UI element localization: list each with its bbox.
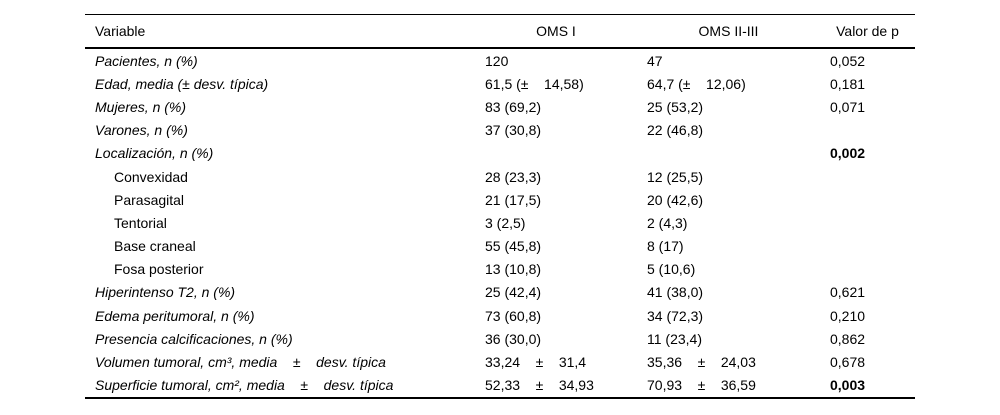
variable-cell: Edad, media (± desv. típica) xyxy=(95,75,269,92)
oms-i-value-cell: 61,5 (± 14,58) xyxy=(485,75,584,92)
oms-i-value-cell: 120 xyxy=(485,52,509,69)
table-row: Edad, media (± desv. típica) 61,5 (± 14,5… xyxy=(85,72,915,95)
header-row: Variable OMS I OMS II-III Valor de p xyxy=(85,15,915,49)
oms-i-value-cell: 13 (10,8) xyxy=(485,261,542,278)
oms-ii-iii-value-cell xyxy=(637,142,820,165)
p-value-cell xyxy=(820,211,915,234)
p-value-cell xyxy=(820,165,915,188)
table-row: Fosa posterior 13 (10,8) 5 (10,6) xyxy=(85,258,915,281)
p-value-cell: 0,621 xyxy=(830,284,866,301)
variable-cell: Volumen tumoral, cm³, media ± desv. típi… xyxy=(95,354,386,371)
table-row: Base craneal 55 (45,8) 8 (17) xyxy=(85,235,915,258)
table-row: Pacientes, n (%) 120 47 0,052 xyxy=(85,48,915,72)
oms-ii-iii-value-cell: 70,93 ± 36,59 xyxy=(647,377,756,394)
p-value-cell xyxy=(820,235,915,258)
oms-ii-iii-value-cell: 12 (25,5) xyxy=(647,168,704,185)
table-row: Volumen tumoral, cm³, media ± desv. típi… xyxy=(85,350,915,373)
oms-ii-iii-value-cell: 35,36 ± 24,03 xyxy=(647,354,756,371)
oms-ii-iii-value-cell: 22 (46,8) xyxy=(647,122,704,139)
p-value-cell: 0,003 xyxy=(830,377,866,394)
variable-cell: Superficie tumoral, cm², media ± desv. t… xyxy=(95,377,394,394)
table-row: Localización, n (%) 0,002 xyxy=(85,142,915,165)
table-row: Varones, n (%) 37 (30,8) 22 (46,8) xyxy=(85,119,915,142)
variable-cell: Hiperintenso T2, n (%) xyxy=(95,284,236,301)
oms-i-value-cell: 21 (17,5) xyxy=(485,191,542,208)
column-header-oms-i: OMS I xyxy=(536,23,576,39)
oms-i-value-cell: 55 (45,8) xyxy=(485,238,542,255)
table-row: Convexidad 28 (23,3) 12 (25,5) xyxy=(85,165,915,188)
p-value-cell xyxy=(820,188,915,211)
oms-ii-iii-value-cell: 34 (72,3) xyxy=(647,307,704,324)
oms-ii-iii-value-cell: 64,7 (± 12,06) xyxy=(647,75,746,92)
p-value-cell: 0,678 xyxy=(830,354,866,371)
variable-cell: Mujeres, n (%) xyxy=(95,98,187,115)
table-row: Superficie tumoral, cm², media ± desv. t… xyxy=(85,374,915,398)
column-header-variable: Variable xyxy=(95,23,146,39)
oms-i-value-cell: 25 (42,4) xyxy=(485,284,542,301)
variable-cell: Base craneal xyxy=(114,238,196,255)
variable-cell: Varones, n (%) xyxy=(95,122,188,139)
oms-ii-iii-value-cell: 11 (23,4) xyxy=(647,330,702,347)
oms-i-value-cell: 28 (23,3) xyxy=(485,168,542,185)
table-row: Hiperintenso T2, n (%) 25 (42,4) 41 (38,0)… xyxy=(85,281,915,304)
table-row: Presencia calcificaciones, n (%) 36 (30,0… xyxy=(85,327,915,350)
oms-i-value-cell: 83 (69,2) xyxy=(485,98,542,115)
table-row: Edema peritumoral, n (%) 73 (60,8) 34 (72,… xyxy=(85,304,915,327)
oms-i-value-cell: 33,24 ± 31,4 xyxy=(485,354,587,371)
oms-ii-iii-value-cell: 2 (4,3) xyxy=(647,214,688,231)
variable-cell: Pacientes, n (%) xyxy=(95,52,198,69)
p-value-cell: 0,210 xyxy=(830,307,866,324)
table-row: Tentorial 3 (2,5) 2 (4,3) xyxy=(85,211,915,234)
p-value-cell: 0,052 xyxy=(830,52,866,69)
column-header-oms-ii-iii: OMS II-III xyxy=(698,23,759,39)
variable-cell: Edema peritumoral, n (%) xyxy=(95,307,255,324)
table-body: Pacientes, n (%) 120 47 0,052 Edad, media (±… xyxy=(85,48,915,398)
p-value-cell: 0,181 xyxy=(830,75,866,92)
oms-i-value-cell: 73 (60,8) xyxy=(485,307,542,324)
p-value-cell: 0,862 xyxy=(830,330,866,347)
oms-ii-iii-value-cell: 20 (42,6) xyxy=(647,191,704,208)
p-value-cell xyxy=(820,119,915,142)
oms-i-value-cell: 3 (2,5) xyxy=(485,214,526,231)
oms-ii-iii-value-cell: 25 (53,2) xyxy=(647,98,704,115)
variable-cell: Convexidad xyxy=(114,168,188,185)
variable-cell: Localización, n (%) xyxy=(95,145,214,162)
p-value-cell xyxy=(820,258,915,281)
oms-ii-iii-value-cell: 5 (10,6) xyxy=(647,261,696,278)
variable-cell: Fosa posterior xyxy=(114,261,204,278)
oms-ii-iii-value-cell: 41 (38,0) xyxy=(647,284,704,301)
p-value-cell: 0,071 xyxy=(830,98,866,115)
column-header-p-value: Valor de p xyxy=(836,23,899,39)
oms-ii-iii-value-cell: 47 xyxy=(647,52,663,69)
comparison-table: Variable OMS I OMS II-III Valor de p Pac… xyxy=(85,14,915,399)
p-value-cell: 0,002 xyxy=(830,145,866,162)
table-header: Variable OMS I OMS II-III Valor de p xyxy=(85,15,915,49)
table-row: Mujeres, n (%) 83 (69,2) 25 (53,2) 0,071 xyxy=(85,95,915,118)
variable-cell: Presencia calcificaciones, n (%) xyxy=(95,330,293,347)
oms-i-value-cell xyxy=(475,142,637,165)
oms-i-value-cell: 52,33 ± 34,93 xyxy=(485,377,594,394)
oms-ii-iii-value-cell: 8 (17) xyxy=(647,238,684,255)
variable-cell: Parasagital xyxy=(114,191,185,208)
variable-cell: Tentorial xyxy=(114,214,167,231)
oms-i-value-cell: 37 (30,8) xyxy=(485,122,542,139)
table-row: Parasagital 21 (17,5) 20 (42,6) xyxy=(85,188,915,211)
oms-i-value-cell: 36 (30,0) xyxy=(485,330,542,347)
